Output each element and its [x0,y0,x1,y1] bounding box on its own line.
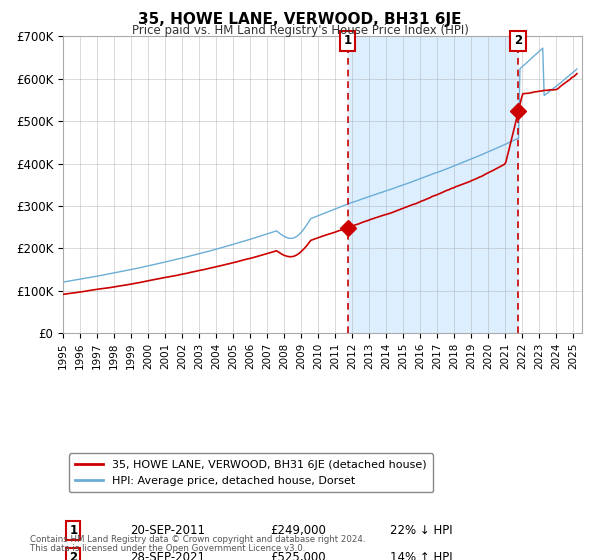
Text: Contains HM Land Registry data © Crown copyright and database right 2024.: Contains HM Land Registry data © Crown c… [30,535,365,544]
Text: Price paid vs. HM Land Registry's House Price Index (HPI): Price paid vs. HM Land Registry's House … [131,24,469,37]
Text: 1: 1 [70,524,77,537]
Text: 20-SEP-2011: 20-SEP-2011 [130,524,205,537]
Text: 22% ↓ HPI: 22% ↓ HPI [390,524,452,537]
Text: £249,000: £249,000 [271,524,326,537]
Text: 35, HOWE LANE, VERWOOD, BH31 6JE: 35, HOWE LANE, VERWOOD, BH31 6JE [138,12,462,27]
Text: 14% ↑ HPI: 14% ↑ HPI [390,551,452,560]
Bar [347,36,518,333]
Text: 28-SEP-2021: 28-SEP-2021 [130,551,205,560]
Text: 1: 1 [343,34,352,47]
Legend: 35, HOWE LANE, VERWOOD, BH31 6JE (detached house), HPI: Average price, detached : 35, HOWE LANE, VERWOOD, BH31 6JE (detach… [68,454,433,492]
Text: £525,000: £525,000 [271,551,326,560]
Text: This data is licensed under the Open Government Licence v3.0.: This data is licensed under the Open Gov… [30,544,305,553]
Text: 2: 2 [70,551,77,560]
Text: 2: 2 [514,34,522,47]
